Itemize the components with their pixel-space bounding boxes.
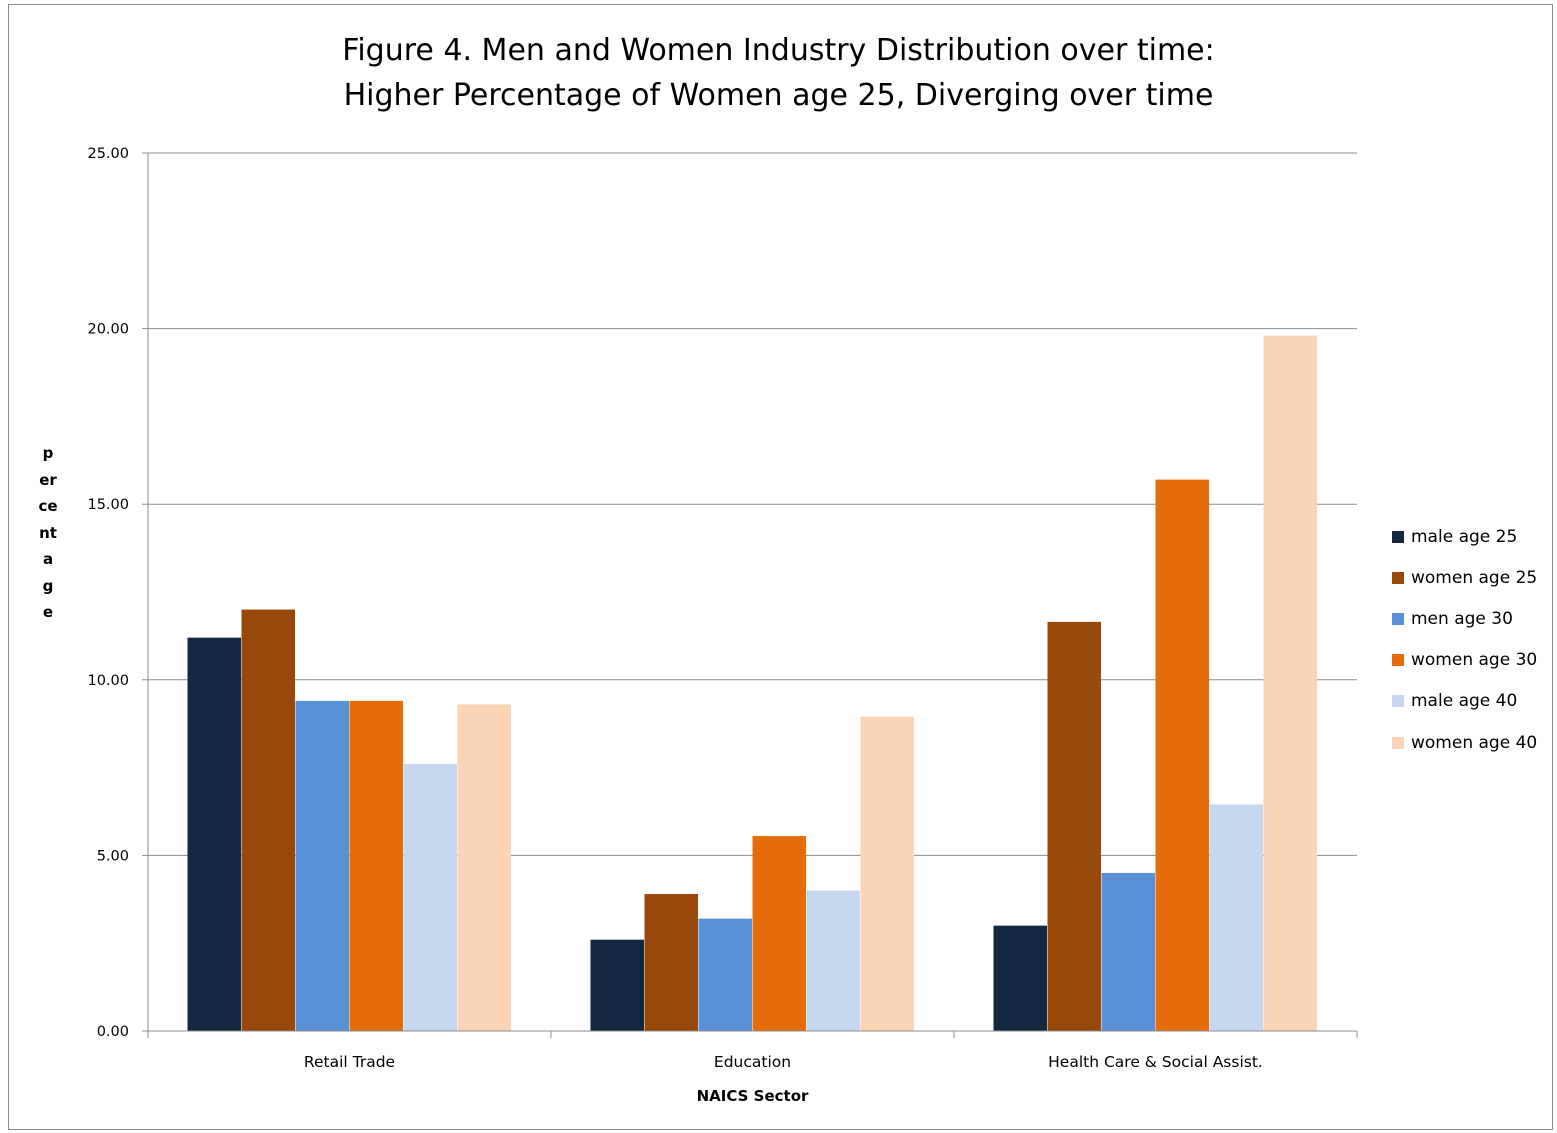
- legend-swatch: [1392, 736, 1404, 749]
- legend-item: men age 30: [1392, 598, 1537, 639]
- legend-label: women age 40: [1411, 732, 1538, 753]
- x-category-label: Retail Trade: [304, 1053, 395, 1071]
- bar: [1047, 621, 1101, 1031]
- legend-item: women age 25: [1392, 557, 1537, 598]
- bar: [590, 939, 644, 1031]
- legend: male age 25 women age 25 men age 30 women a…: [1392, 516, 1537, 763]
- bar: [644, 894, 698, 1031]
- legend-item: male age 25: [1392, 516, 1537, 557]
- y-tick-label: 25.00: [87, 146, 129, 162]
- legend-label: male age 40: [1411, 691, 1518, 712]
- bar: [403, 764, 457, 1031]
- bar: [806, 890, 860, 1031]
- y-tick-label: 5.00: [97, 848, 129, 864]
- y-axis-label: percentage: [38, 444, 58, 621]
- bar: [1101, 872, 1155, 1031]
- bar: [187, 637, 241, 1031]
- legend-swatch: [1392, 612, 1404, 625]
- x-category-label: Health Care & Social Assist.: [1048, 1053, 1263, 1071]
- legend-label: women age 25: [1411, 567, 1538, 588]
- bar: [752, 836, 806, 1031]
- legend-swatch: [1392, 530, 1404, 543]
- y-tick-label: 0.00: [97, 1024, 129, 1040]
- bar: [698, 918, 752, 1031]
- x-axis-label: NAICS Sector: [697, 1087, 809, 1105]
- bar: [860, 716, 914, 1031]
- bar: [349, 700, 403, 1031]
- legend-item: women age 30: [1392, 640, 1537, 681]
- bar: [241, 609, 295, 1031]
- legend-item: women age 40: [1392, 722, 1537, 763]
- bar: [1263, 335, 1317, 1031]
- bar: [295, 700, 349, 1031]
- legend-swatch: [1392, 571, 1404, 584]
- bar: [1209, 804, 1263, 1031]
- bar: [457, 704, 511, 1031]
- legend-item: male age 40: [1392, 681, 1537, 722]
- legend-swatch: [1392, 695, 1404, 708]
- y-tick-label: 15.00: [87, 497, 129, 513]
- legend-label: women age 30: [1411, 650, 1538, 671]
- y-tick-label: 20.00: [87, 322, 129, 338]
- bar: [1155, 479, 1209, 1032]
- bar: [993, 925, 1047, 1031]
- legend-swatch: [1392, 654, 1404, 667]
- legend-label: men age 30: [1411, 608, 1513, 629]
- chart-title-line-2: Higher Percentage of Women age 25, Diver…: [343, 78, 1214, 113]
- x-category-label: Education: [714, 1053, 791, 1071]
- chart-frame: [8, 4, 1553, 1130]
- chart-title: Figure 4. Men and Women Industry Distrib…: [0, 28, 1557, 118]
- y-tick-label: 10.00: [87, 673, 129, 689]
- legend-label: male age 25: [1411, 526, 1518, 547]
- chart-title-line-1: Figure 4. Men and Women Industry Distrib…: [342, 33, 1215, 68]
